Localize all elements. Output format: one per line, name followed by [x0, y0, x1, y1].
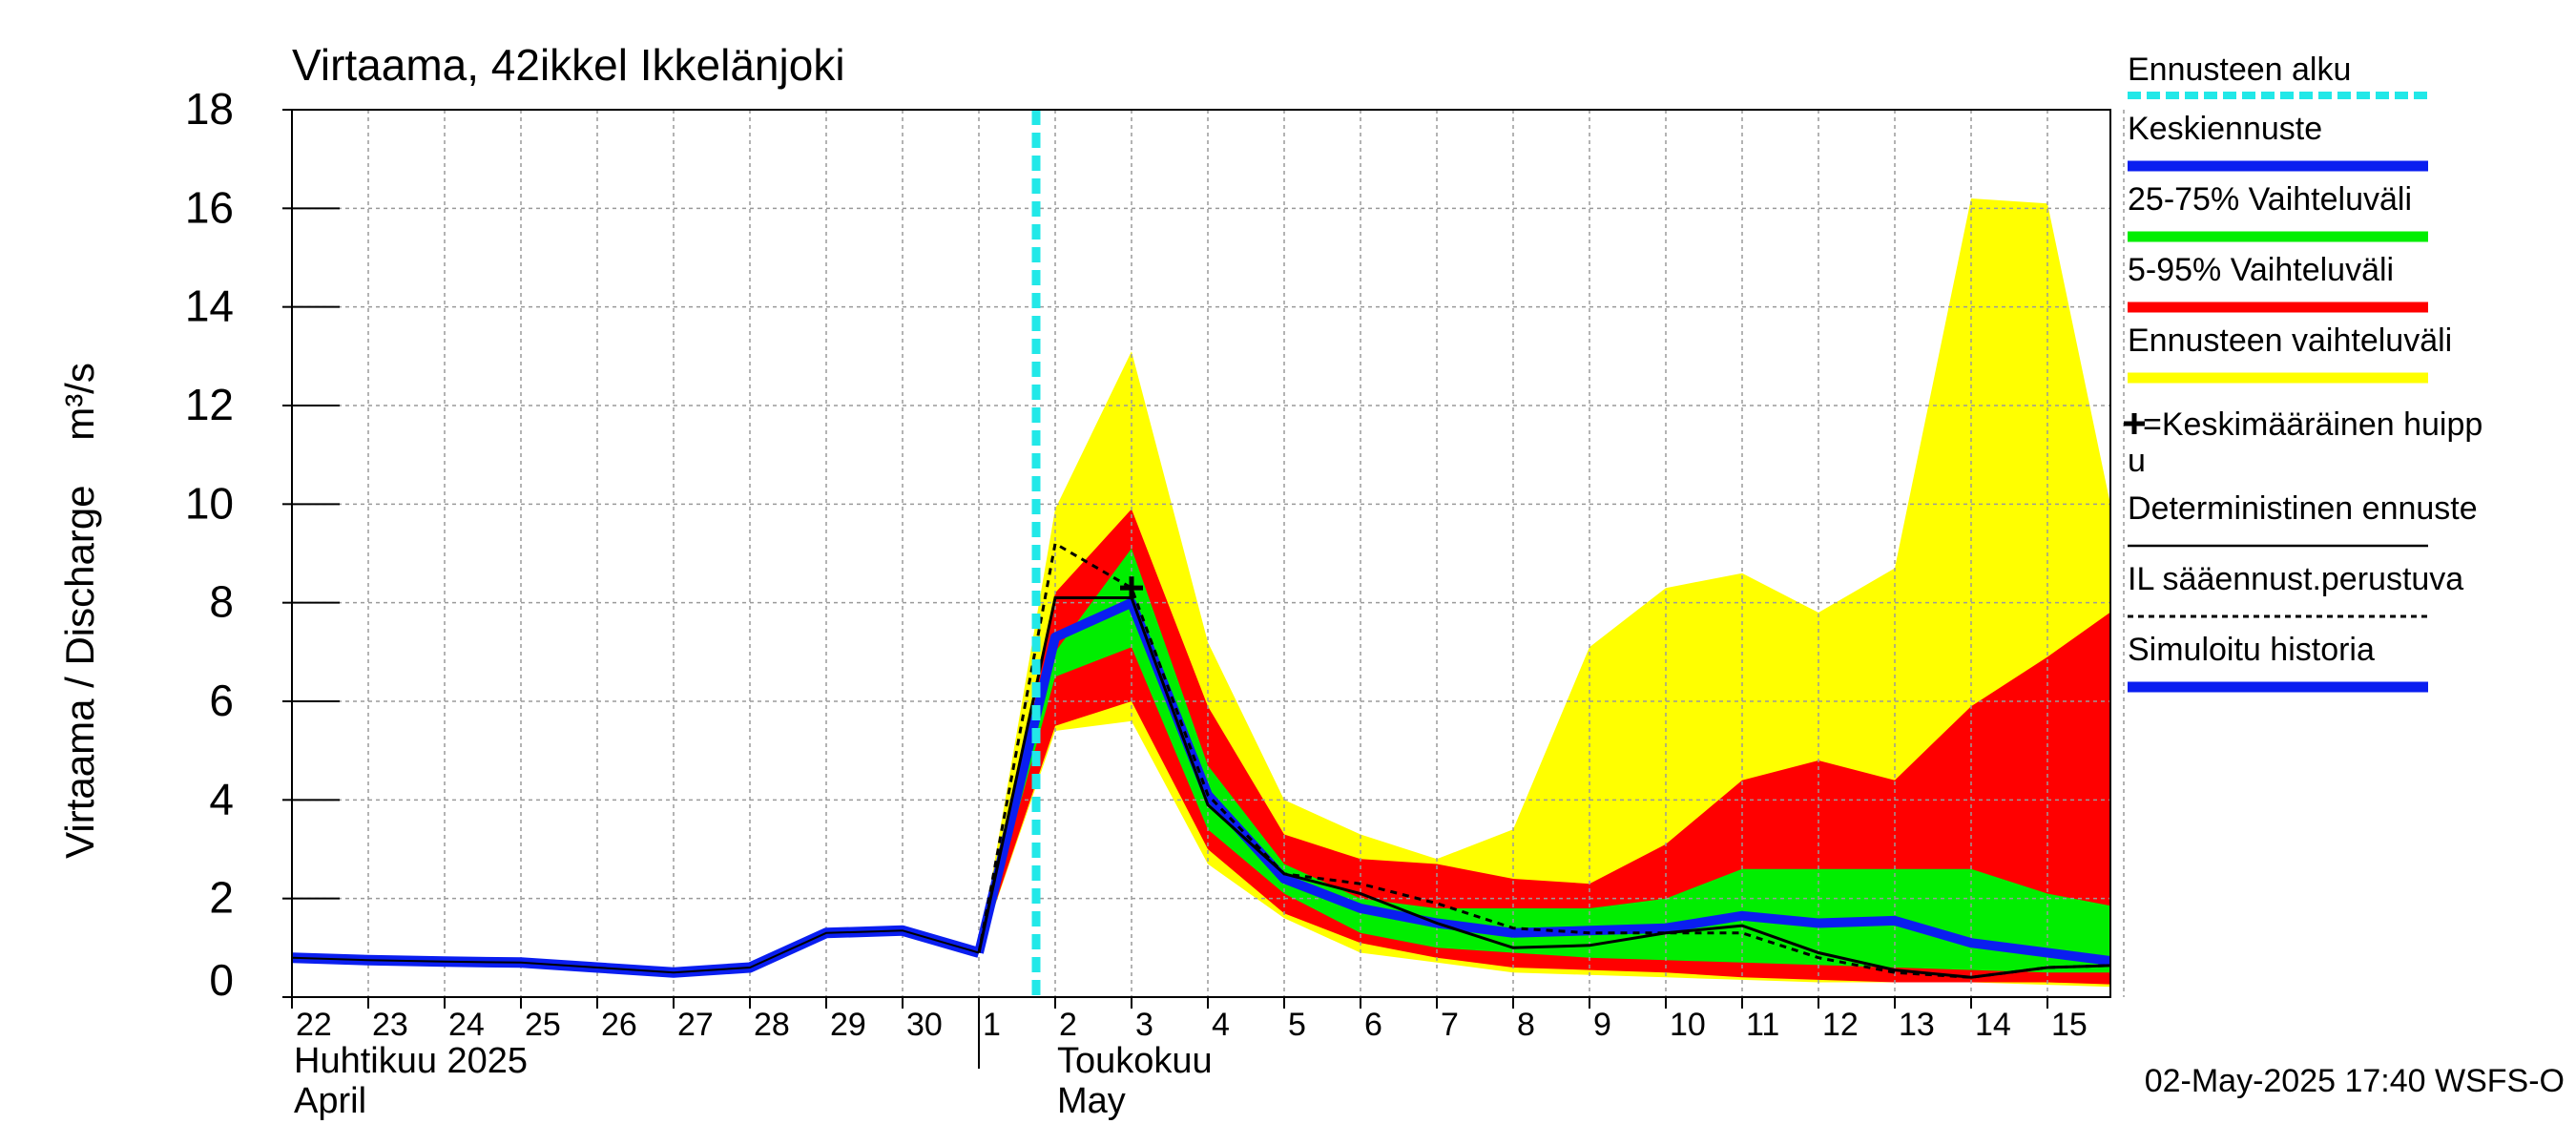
legend-item: 25-75% Vaihteluväli [2128, 181, 2428, 242]
timestamp: 02-May-2025 17:40 WSFS-O [2145, 1063, 2565, 1099]
chart-title: Virtaama, 42ikkel Ikkelänjoki [292, 40, 845, 90]
x-tick-label: 28 [754, 1007, 790, 1043]
y-tick-label: 16 [185, 182, 234, 232]
month-label: Toukokuu [1057, 1041, 1213, 1081]
x-tick-label: 1 [983, 1007, 1001, 1043]
series-history-outline [292, 929, 980, 974]
legend-label-wrap: u [2128, 443, 2146, 479]
legend-item: 5-95% Vaihteluväli [2128, 252, 2428, 313]
y-tick-label: 12 [185, 380, 234, 429]
x-tick-label: 13 [1899, 1007, 1935, 1043]
month-label-en: April [294, 1081, 366, 1121]
y-tick-label: 10 [185, 478, 234, 528]
x-tick-label: 22 [296, 1007, 332, 1043]
legend-label: Ennusteen alku [2128, 52, 2351, 88]
series-layer [292, 110, 2110, 997]
month-label-en: May [1057, 1081, 1126, 1121]
x-tick-label: 9 [1593, 1007, 1611, 1043]
y-tick-label: 4 [209, 774, 234, 823]
legend-label: 5-95% Vaihteluväli [2128, 252, 2394, 288]
legend-label: Keskiennuste [2128, 111, 2322, 147]
x-tick-label: 8 [1517, 1007, 1535, 1043]
legend-item: Keskiennuste [2128, 111, 2428, 172]
legend-item: IL sääennust.perustuva [2128, 561, 2463, 618]
x-tick-label: 6 [1364, 1007, 1382, 1043]
x-tick-label: 7 [1441, 1007, 1459, 1043]
band-layer [979, 198, 2110, 988]
x-tick-label: 3 [1135, 1007, 1153, 1043]
x-tick-label: 26 [601, 1007, 637, 1043]
x-tick-label: 2 [1059, 1007, 1077, 1043]
y-tick-label: 0 [209, 955, 234, 1005]
series-deterministinen-ennuste [977, 596, 2110, 979]
legend-item: Simuloitu historia [2128, 632, 2428, 693]
y-tick-label: 2 [209, 873, 234, 923]
x-tick-label: 4 [1212, 1007, 1230, 1043]
legend-item: Deterministinen ennuste [2128, 490, 2478, 548]
band-p25_75 [979, 548, 2110, 973]
grid-layer [292, 110, 2125, 997]
y-axis-label: Virtaama / Discharge m³/s [57, 363, 102, 859]
x-tick-label: 12 [1822, 1007, 1859, 1043]
x-tick-label: 5 [1288, 1007, 1306, 1043]
legend-item: Ennusteen alku [2128, 52, 2428, 99]
x-tick-label: 23 [372, 1007, 408, 1043]
y-tick-label: 6 [209, 676, 234, 725]
x-tick-label: 24 [448, 1007, 485, 1043]
y-tick-label: 14 [185, 281, 234, 331]
x-tick-label: 11 [1746, 1007, 1779, 1043]
legend-item: Ennusteen vaihteluväli [2128, 323, 2452, 384]
legend-label: IL sääennust.perustuva [2128, 561, 2463, 597]
month-label: Huhtikuu 2025 [294, 1041, 528, 1081]
legend-label: Deterministinen ennuste [2128, 490, 2478, 527]
legend-label: =Keskimääräinen huipp [2143, 406, 2483, 443]
x-tick-label: 10 [1670, 1007, 1706, 1043]
series-simuloitu-historia [292, 925, 981, 978]
y-tick-label: 8 [209, 577, 234, 627]
mean-peak-marker [1120, 576, 1143, 600]
x-tick-label: 15 [2051, 1007, 2088, 1043]
legend-label: Simuloitu historia [2128, 632, 2375, 668]
x-tick-label: 30 [906, 1007, 943, 1043]
x-tick-label: 14 [1975, 1007, 2011, 1043]
legend-label: 25-75% Vaihteluväli [2128, 181, 2412, 218]
legend: Ennusteen alku Keskiennuste 25-75% Vaihtel… [2124, 52, 2483, 693]
series-il-s-ennust-perustuva [977, 541, 2110, 979]
y-tick-label: 18 [185, 84, 234, 134]
x-tick-label: 25 [525, 1007, 561, 1043]
x-tick-label: 27 [677, 1007, 714, 1043]
x-tick-label: 29 [830, 1007, 866, 1043]
plot-frame [291, 109, 2111, 998]
legend-label: Ennusteen vaihteluväli [2128, 323, 2452, 359]
